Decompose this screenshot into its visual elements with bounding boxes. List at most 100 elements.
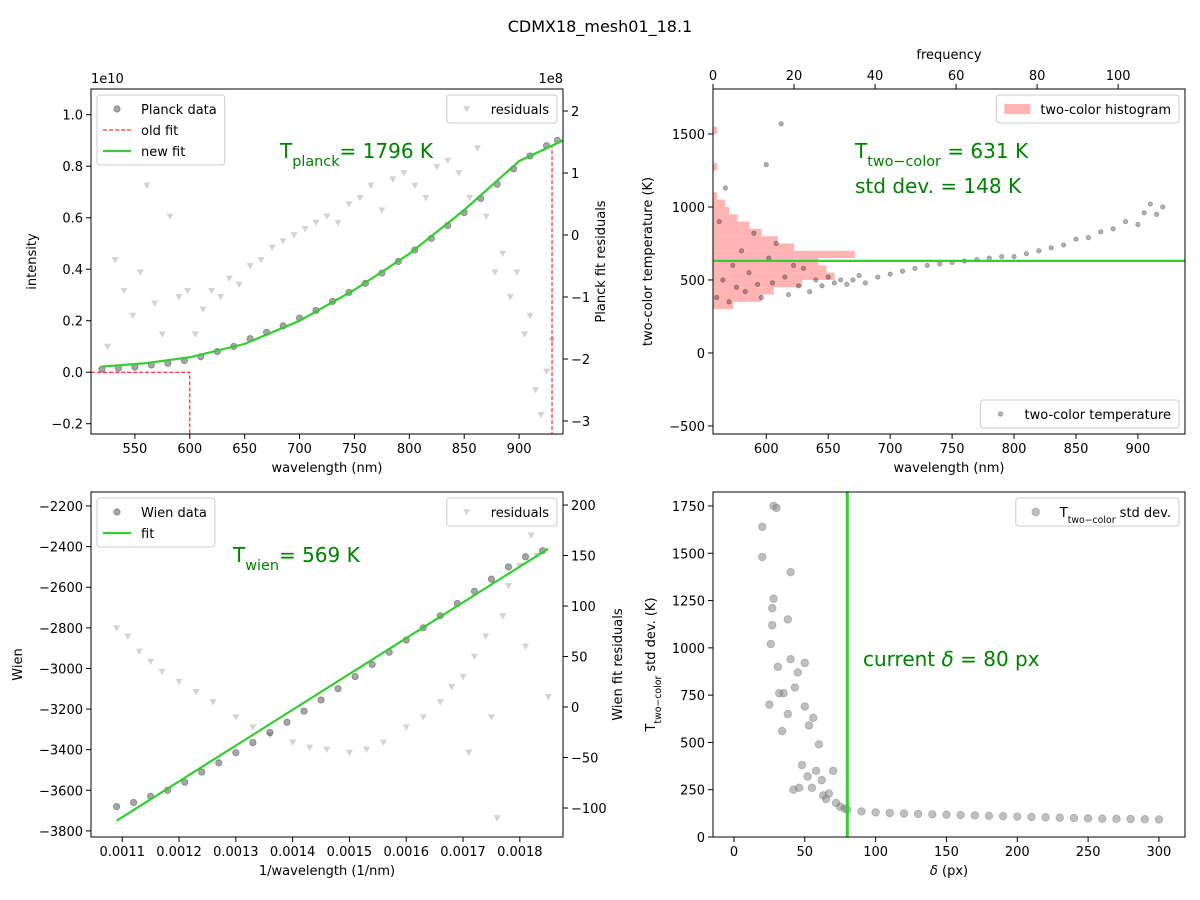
- text-part: std dev. = 148 K: [855, 174, 1022, 198]
- y-tick-label: 750: [680, 689, 705, 704]
- circle-marker: [899, 809, 909, 818]
- triangle-marker: [120, 287, 128, 295]
- hist-bar: [713, 265, 827, 273]
- hist-bar: [713, 287, 774, 295]
- y-tick-label: −3200: [39, 703, 83, 718]
- y2-tick-label: 0: [571, 229, 579, 244]
- triangle-marker: [113, 625, 121, 632]
- text-part: two−color: [867, 154, 941, 170]
- legend-label: two-color temperature: [1025, 408, 1171, 423]
- triangle-marker: [166, 213, 174, 220]
- x-tick-label: 900: [1126, 442, 1151, 457]
- y-tick-label: −3800: [39, 825, 83, 840]
- triangle-marker: [175, 678, 183, 686]
- legend: residuals: [446, 497, 558, 527]
- circle-marker: [754, 281, 761, 287]
- circle-marker: [1098, 229, 1104, 235]
- legend-label: Wien data: [141, 506, 207, 521]
- plot-area: [713, 121, 1185, 310]
- triangle-marker: [135, 648, 143, 655]
- hist-bar: [713, 236, 778, 244]
- circle-marker: [807, 289, 813, 295]
- y-tick-label: 0: [697, 347, 705, 362]
- circle-marker: [913, 809, 923, 819]
- triangle-marker: [136, 269, 144, 276]
- triangle-marker: [191, 331, 199, 338]
- legend: Planck data old fit new fit: [96, 94, 226, 166]
- x-tick-label: 0.0012: [156, 845, 202, 860]
- circle-marker: [871, 808, 880, 817]
- y-tick-label: 500: [680, 274, 705, 289]
- triangle-marker: [312, 219, 320, 227]
- circle-marker: [1140, 815, 1149, 824]
- y-tick-label: 1250: [672, 595, 705, 610]
- y2-tick-label: −2: [571, 353, 590, 368]
- x-tick-label: 550: [122, 442, 147, 457]
- triangle-marker: [499, 250, 507, 258]
- circle-marker: [317, 696, 325, 704]
- x-tick-label: 750: [342, 442, 367, 457]
- circle-marker: [1011, 254, 1017, 260]
- text-part: std dev. (K): [644, 597, 659, 675]
- legend-box: [995, 94, 1180, 124]
- triangle-marker: [257, 256, 265, 264]
- triangle-marker: [499, 613, 507, 620]
- triangle-marker: [290, 232, 298, 239]
- legend-label: residuals: [491, 506, 550, 521]
- x-tick-label: 150: [934, 845, 959, 860]
- text-part: T: [279, 139, 293, 163]
- circle-marker: [763, 162, 769, 168]
- circle-marker: [733, 284, 740, 290]
- circle-marker: [300, 707, 308, 715]
- y-axis-label: two-color temperature (K): [641, 177, 656, 346]
- x2-tick-label: 0: [709, 69, 717, 84]
- y-tick-label: −0.2: [51, 418, 83, 433]
- triangle-marker: [111, 256, 119, 264]
- triangle-marker: [482, 213, 490, 220]
- circle-marker: [368, 660, 376, 668]
- circle-marker: [800, 265, 807, 271]
- axes-frame: [712, 491, 1186, 838]
- circle-marker: [722, 185, 728, 191]
- text-part: T: [232, 543, 246, 567]
- axes-frame: [90, 491, 564, 838]
- circle-marker: [790, 262, 797, 268]
- triangle-marker: [217, 294, 225, 301]
- y-tick-label: 0: [697, 831, 705, 846]
- circle-marker: [716, 218, 722, 225]
- y2-tick-label: 2: [571, 105, 579, 120]
- triangle-marker: [124, 633, 132, 640]
- x-tick-label: 600: [754, 442, 779, 457]
- y2-tick-label: 0: [571, 701, 579, 716]
- circle-marker: [766, 639, 775, 649]
- circle-marker: [1160, 204, 1166, 210]
- x-tick-label: 0.0017: [440, 845, 486, 860]
- triangle-marker: [379, 739, 388, 746]
- circle-marker: [899, 268, 906, 274]
- x-tick-label: 0.0018: [497, 845, 543, 860]
- circle-marker: [825, 274, 831, 280]
- y2-tick-label: −3: [571, 415, 590, 430]
- y2-offset-label: 1e8: [538, 72, 563, 87]
- y-tick-label: 1750: [672, 500, 705, 515]
- triangle-marker: [199, 306, 207, 313]
- circle-marker: [970, 811, 979, 820]
- circle-marker: [1031, 507, 1040, 517]
- y-tick-label: 1500: [672, 547, 705, 562]
- circle-marker: [1055, 813, 1064, 822]
- circle-marker: [875, 274, 881, 280]
- circle-marker: [813, 277, 819, 283]
- hist-bar: [713, 243, 795, 251]
- fit-line: [115, 547, 549, 822]
- circle-marker: [800, 658, 809, 668]
- circle-marker: [817, 776, 826, 785]
- circle-marker: [862, 280, 868, 286]
- circle-marker: [1098, 814, 1107, 823]
- x-axis-label: wavelength (nm): [894, 461, 1005, 476]
- y-tick-label: 0.0: [62, 366, 83, 381]
- text-part: two−color: [1068, 515, 1116, 526]
- x-tick-label: 700: [878, 442, 903, 457]
- circle-marker: [113, 105, 121, 113]
- x2-tick-label: 40: [867, 69, 884, 84]
- circle-marker: [1126, 814, 1135, 824]
